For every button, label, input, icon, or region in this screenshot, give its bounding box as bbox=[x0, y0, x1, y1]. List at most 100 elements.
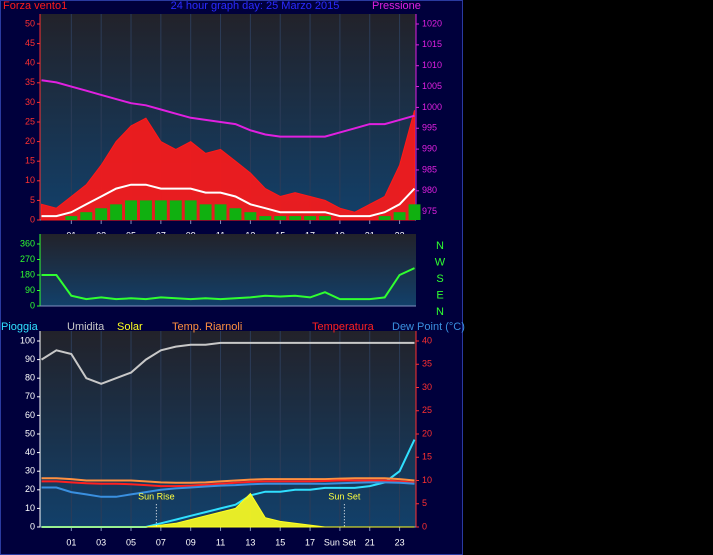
series-line bbox=[41, 477, 415, 484]
y-tick-label: 5 bbox=[30, 195, 35, 205]
series-bar bbox=[304, 216, 317, 220]
y2-tick-label: 985 bbox=[422, 164, 437, 174]
x-tick-label: 17 bbox=[305, 537, 315, 547]
series-area bbox=[41, 110, 415, 221]
y-tick-label: 100 bbox=[20, 335, 35, 345]
direction-label: E bbox=[436, 289, 443, 301]
y2-tick-label: 35 bbox=[422, 359, 432, 369]
y2-tick-label: 5 bbox=[422, 498, 427, 508]
series-bar bbox=[378, 216, 391, 220]
series-line bbox=[40, 341, 415, 385]
y2-tick-label: 1000 bbox=[422, 102, 442, 112]
y-tick-label: 15 bbox=[25, 156, 35, 166]
y2-tick-label: 980 bbox=[422, 185, 437, 195]
legend-entry: Pressione bbox=[372, 0, 421, 12]
series-bar bbox=[80, 212, 93, 220]
direction-label: N bbox=[436, 240, 444, 252]
y-tick-label: 35 bbox=[25, 77, 35, 87]
x-tick-label: 13 bbox=[245, 537, 255, 547]
series-line bbox=[41, 79, 415, 138]
y-tick-label: 270 bbox=[20, 254, 35, 264]
y-tick-label: 80 bbox=[25, 373, 35, 383]
y-tick-label: 45 bbox=[25, 38, 35, 48]
y2-tick-label: 30 bbox=[422, 382, 432, 392]
x-tick-label: 11 bbox=[216, 537, 225, 547]
x-tick-label: 15 bbox=[275, 537, 285, 547]
x-tick-label: 21 bbox=[365, 537, 375, 547]
y-tick-label: 0 bbox=[30, 300, 35, 310]
series-bar bbox=[154, 200, 167, 220]
series-bar bbox=[110, 204, 123, 220]
y2-tick-label: 1020 bbox=[422, 18, 442, 28]
y-tick-label: 180 bbox=[20, 269, 35, 279]
y-tick-label: 30 bbox=[25, 466, 35, 476]
x-tick-label: 01 bbox=[66, 537, 76, 547]
y2-tick-label: 20 bbox=[422, 428, 432, 438]
y2-tick-label: 1005 bbox=[422, 81, 442, 91]
series-bar bbox=[229, 208, 242, 220]
legend-entry: Temperatura bbox=[312, 321, 375, 333]
y2-tick-label: 990 bbox=[422, 143, 437, 153]
series-bar bbox=[319, 216, 331, 220]
legend-entry: Forza vento1 bbox=[3, 0, 67, 12]
series-line bbox=[41, 481, 415, 498]
y-tick-label: 50 bbox=[25, 18, 35, 28]
x-tick-label: 07 bbox=[156, 537, 166, 547]
plot-background bbox=[40, 234, 416, 306]
y-tick-label: 70 bbox=[25, 391, 35, 401]
series-bar bbox=[408, 204, 421, 220]
legend-entry: Umidita bbox=[67, 321, 105, 333]
x-tick-label: 05 bbox=[126, 537, 136, 547]
annotation: Sun Rise bbox=[138, 492, 175, 502]
series-line bbox=[41, 183, 416, 218]
y2-tick-label: 1010 bbox=[422, 60, 442, 70]
y-tick-label: 10 bbox=[25, 175, 35, 185]
x-tick-label: Sun Set bbox=[324, 537, 357, 547]
y-tick-label: 50 bbox=[25, 428, 35, 438]
y-tick-label: 0 bbox=[30, 521, 35, 531]
y2-tick-label: 40 bbox=[422, 335, 432, 345]
y-tick-label: 20 bbox=[25, 484, 35, 494]
y-tick-label: 60 bbox=[25, 410, 35, 420]
y-tick-label: 25 bbox=[25, 116, 35, 126]
y-tick-label: 90 bbox=[25, 354, 35, 364]
y2-tick-label: 1015 bbox=[422, 39, 442, 49]
series-bar bbox=[274, 216, 287, 220]
series-area bbox=[41, 492, 415, 528]
series-bar bbox=[199, 204, 212, 220]
y-tick-label: 20 bbox=[25, 136, 35, 146]
series-line bbox=[41, 479, 415, 488]
legend-entry: Pioggia bbox=[1, 321, 39, 333]
series-bar bbox=[139, 200, 152, 220]
series-bar bbox=[65, 216, 78, 220]
y2-tick-label: 995 bbox=[422, 123, 437, 133]
series-bar bbox=[244, 212, 257, 220]
y-tick-label: 0 bbox=[30, 214, 35, 224]
series-bar bbox=[125, 200, 137, 220]
y-tick-label: 10 bbox=[25, 503, 35, 513]
series-bar bbox=[289, 216, 302, 220]
series-line bbox=[41, 267, 415, 301]
y-tick-label: 30 bbox=[25, 97, 35, 107]
series-bar bbox=[184, 200, 197, 220]
direction-label: W bbox=[435, 256, 446, 268]
legend-entry: Solar bbox=[117, 321, 143, 333]
y2-tick-label: 10 bbox=[422, 475, 432, 485]
y-tick-label: 360 bbox=[20, 238, 35, 248]
series-bar bbox=[95, 208, 108, 220]
series-bar bbox=[169, 200, 182, 220]
chart-title: 24 hour graph day: 25 Marzo 2015 bbox=[171, 0, 340, 12]
y-tick-label: 40 bbox=[25, 58, 35, 68]
y-tick-label: 40 bbox=[25, 447, 35, 457]
y2-tick-label: 25 bbox=[422, 405, 432, 415]
series-bar bbox=[259, 216, 272, 220]
x-tick-label: 09 bbox=[186, 537, 196, 547]
legend-entry: Dew Point (°C) bbox=[392, 321, 465, 333]
x-tick-label: 23 bbox=[395, 537, 405, 547]
plot-background bbox=[40, 331, 416, 527]
legend-entry: Temp. Riarnoli bbox=[172, 321, 242, 333]
y-tick-label: 90 bbox=[25, 285, 35, 295]
y2-tick-label: 0 bbox=[422, 521, 427, 531]
y2-tick-label: 975 bbox=[422, 206, 437, 216]
